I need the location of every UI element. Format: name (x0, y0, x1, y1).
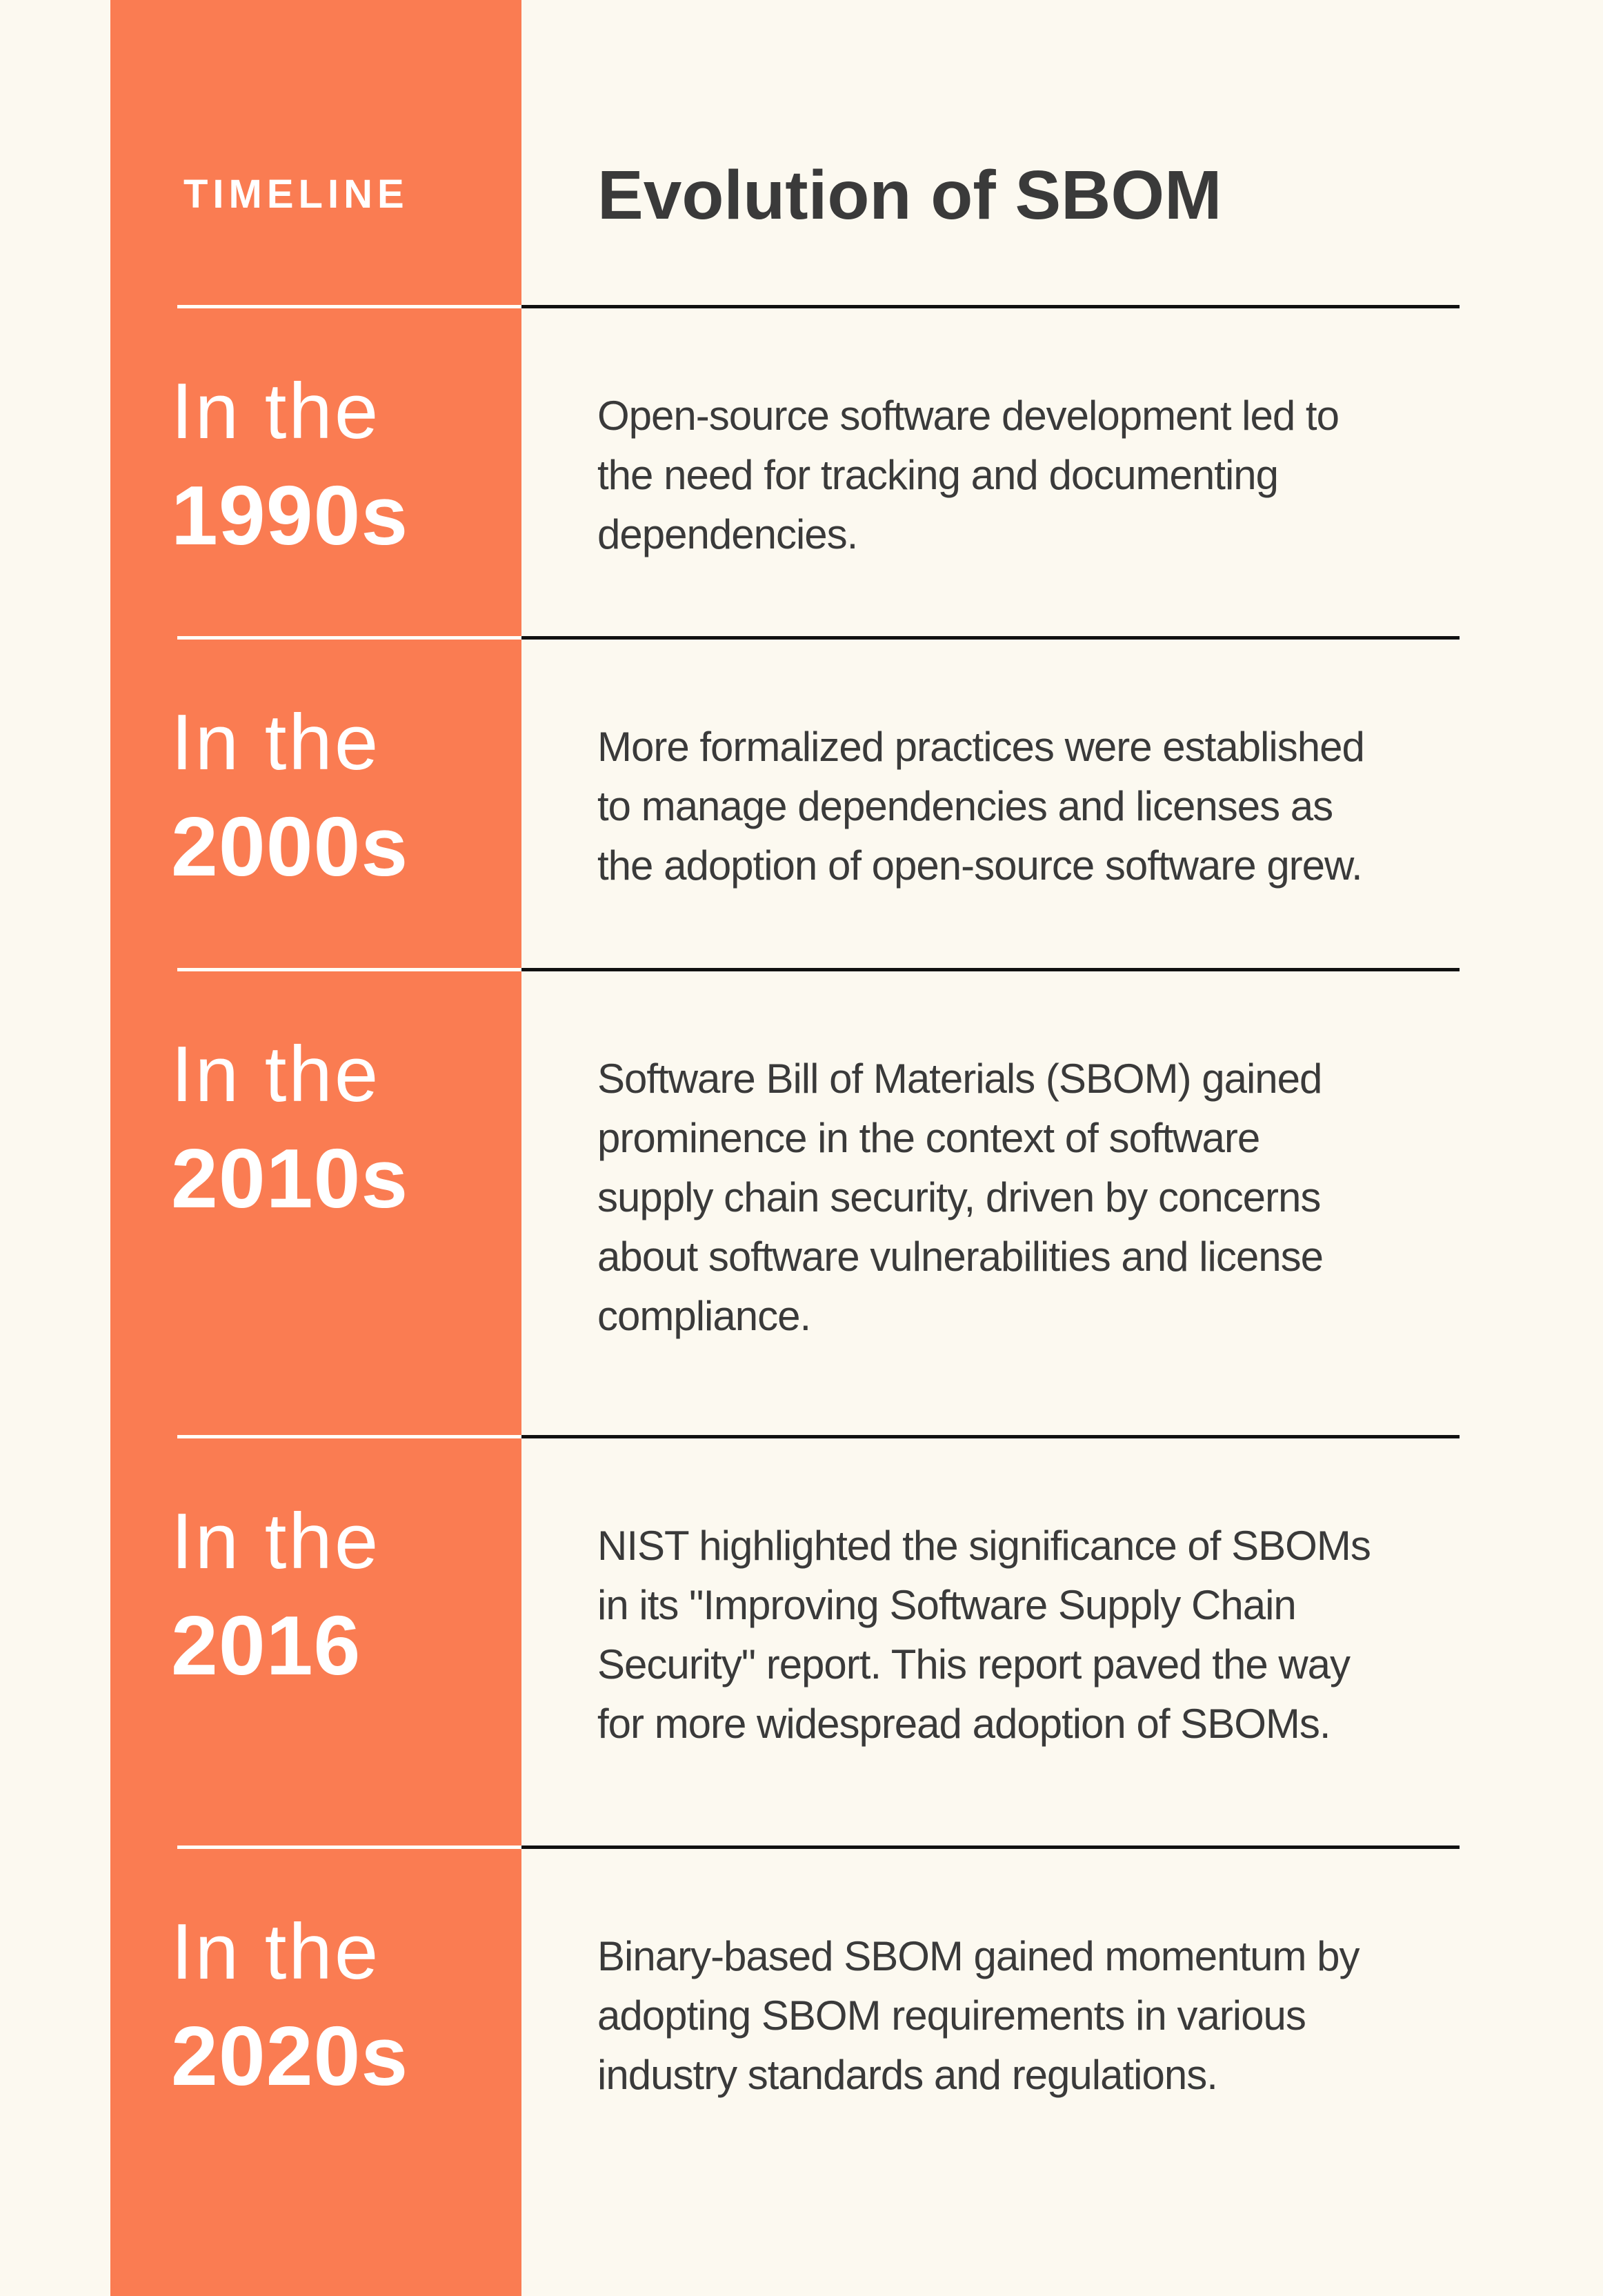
divider-white-segment (177, 636, 521, 640)
era-prefix: In the (171, 1908, 381, 1996)
era-description-1990s: Open-source software development led to … (597, 393, 1340, 557)
divider-white-segment (177, 305, 521, 308)
divider-white-segment (177, 1845, 521, 1849)
era-year: 2020s (171, 2009, 409, 2103)
timeline-kicker: TIMELINE (183, 172, 409, 217)
era-prefix: In the (171, 1031, 381, 1118)
divider-white-segment (177, 968, 521, 971)
era-year: 2010s (171, 1131, 409, 1225)
row-divider (177, 1845, 1460, 1849)
era-label-2016: In the 2016 (171, 1490, 516, 1697)
timeline-sidebar-band (110, 0, 521, 2296)
era-label-2020s: In the 2020s (171, 1901, 516, 2108)
era-label-2000s: In the 2000s (171, 691, 516, 898)
page-title: Evolution of SBOM (597, 157, 1222, 234)
divider-black-segment (521, 1845, 1460, 1849)
era-prefix: In the (171, 699, 381, 786)
divider-white-segment (177, 1435, 521, 1438)
divider-black-segment (521, 636, 1460, 640)
era-year: 2000s (171, 800, 409, 893)
divider-black-segment (521, 305, 1460, 308)
era-description-2016: NIST highlighted the significance of SBO… (597, 1523, 1371, 1747)
era-prefix: In the (171, 368, 381, 455)
era-year: 2016 (171, 1599, 361, 1692)
era-description-2000s: More formalized practices were establish… (597, 724, 1365, 889)
era-description-2020s: Binary-based SBOM gained momentum by ado… (597, 1933, 1360, 2098)
divider-black-segment (521, 968, 1460, 971)
era-description-2010s: Software Bill of Materials (SBOM) gained… (597, 1056, 1324, 1339)
row-divider (177, 636, 1460, 640)
header-divider (177, 305, 1460, 308)
row-divider (177, 968, 1460, 971)
era-prefix: In the (171, 1498, 381, 1585)
era-label-1990s: In the 1990s (171, 360, 516, 567)
divider-black-segment (521, 1435, 1460, 1438)
era-year: 1990s (171, 468, 409, 562)
era-label-2010s: In the 2010s (171, 1023, 516, 1230)
row-divider (177, 1435, 1460, 1438)
